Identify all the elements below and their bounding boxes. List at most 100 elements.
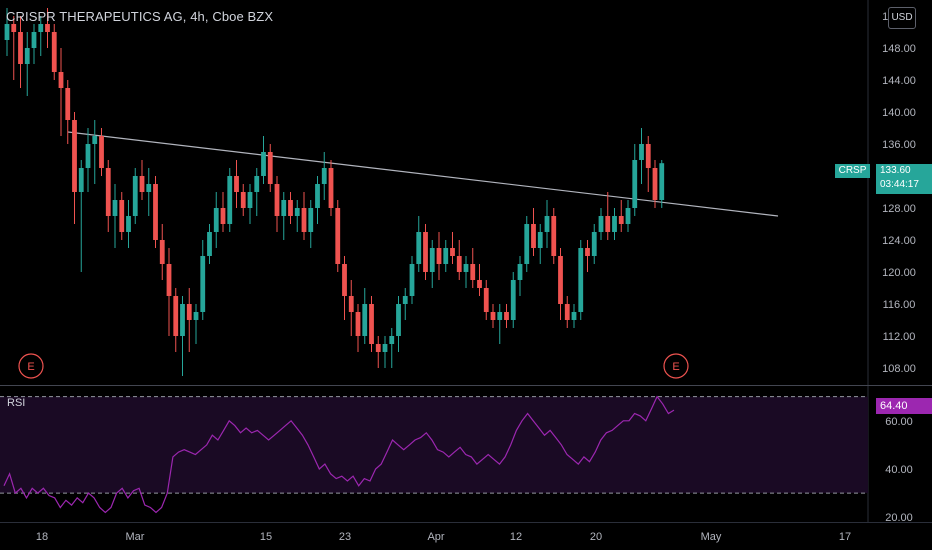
candle [301,192,307,240]
candle [180,296,185,376]
candle-body [409,264,415,296]
candle-body [483,288,489,312]
candle-body [220,208,226,224]
candle [416,216,422,272]
candle [139,160,145,200]
candle [375,336,381,368]
interval: 4h [190,9,205,24]
candle [85,128,91,192]
currency-button[interactable]: USD [888,7,916,29]
candle [99,128,104,176]
candle [31,24,37,64]
candle-body [261,152,266,176]
candle-body [321,168,327,184]
candle-body [375,344,381,352]
candle-body [355,312,361,336]
time-tick-label: 17 [839,531,851,543]
candle [429,240,435,288]
candle [639,128,644,184]
candle-body [342,264,347,296]
candle-body [531,224,536,248]
candle [105,160,111,232]
candle [517,256,523,296]
price-tick-label: 124.00 [882,235,916,247]
candle-body [200,256,206,312]
candle [389,328,395,368]
trendline[interactable] [67,131,779,217]
candle [436,232,442,280]
price-tick-label: 148.00 [882,43,916,55]
candle [585,240,590,272]
candle-body [598,216,604,232]
candle-body [456,256,462,272]
candle-body [166,264,172,296]
rsi-label[interactable]: RSI [7,397,26,409]
earnings-marker[interactable]: E [18,353,44,379]
candle-body [328,168,334,208]
candle [659,160,665,208]
price-tick-label: 108.00 [882,363,916,375]
time-tick-label: Apr [427,531,444,543]
candle [166,248,172,336]
price-tick-label: 112.00 [883,331,916,343]
candle [274,176,280,232]
candle-body [126,216,131,232]
time-tick-label: 12 [510,531,522,543]
candle-body [234,176,239,192]
candle [524,216,530,272]
rsi-value-tag: 64.40 [876,398,932,414]
candle-body [564,304,570,320]
candle-body [65,88,71,120]
candle-body [585,248,590,256]
candle [362,288,368,344]
candle-body [497,312,503,320]
candle-body [132,176,138,216]
candle-body [315,184,320,208]
candle [119,192,125,240]
candle-body [281,200,287,216]
candle-body [348,296,354,312]
candle-body [193,312,199,320]
candle-body [105,168,111,216]
candle [369,296,374,352]
candle [531,208,536,256]
candle-body [625,208,631,224]
price-tick-label: 116.00 [883,299,916,311]
candle-body [504,312,509,320]
candle-body [213,208,219,232]
candle-body [477,280,482,288]
earnings-marker[interactable]: E [663,353,689,379]
candle-body [99,136,104,168]
candle [153,176,158,248]
candle [78,160,84,272]
candle [355,304,361,352]
candle-body [537,232,543,248]
candle-body [24,48,30,64]
candle [159,224,165,280]
time-tick-label: 15 [260,531,272,543]
candle [186,288,192,352]
candle-body [402,296,408,304]
earnings-marker-label: E [27,361,34,373]
candle-body [112,200,118,216]
candle-body [227,176,233,224]
candle [207,224,212,264]
candle [558,248,563,320]
candle [510,272,516,328]
rsi-tick-label: 20.00 [885,512,913,524]
time-tick-label: 18 [36,531,48,543]
candle [335,200,341,272]
candle [227,168,233,232]
candle [18,16,23,88]
last-price-tag: 133.60 03:44:17 [876,164,932,194]
candle-body [612,216,617,232]
candle [234,160,239,208]
candle [254,168,260,216]
time-axis[interactable]: 18 Mar 15 23 Apr 12 20 May 17 [0,522,932,544]
price-tick-label: 136.00 [882,139,916,151]
candle [45,8,50,48]
candle-body [335,208,341,264]
candle-body [510,280,516,320]
